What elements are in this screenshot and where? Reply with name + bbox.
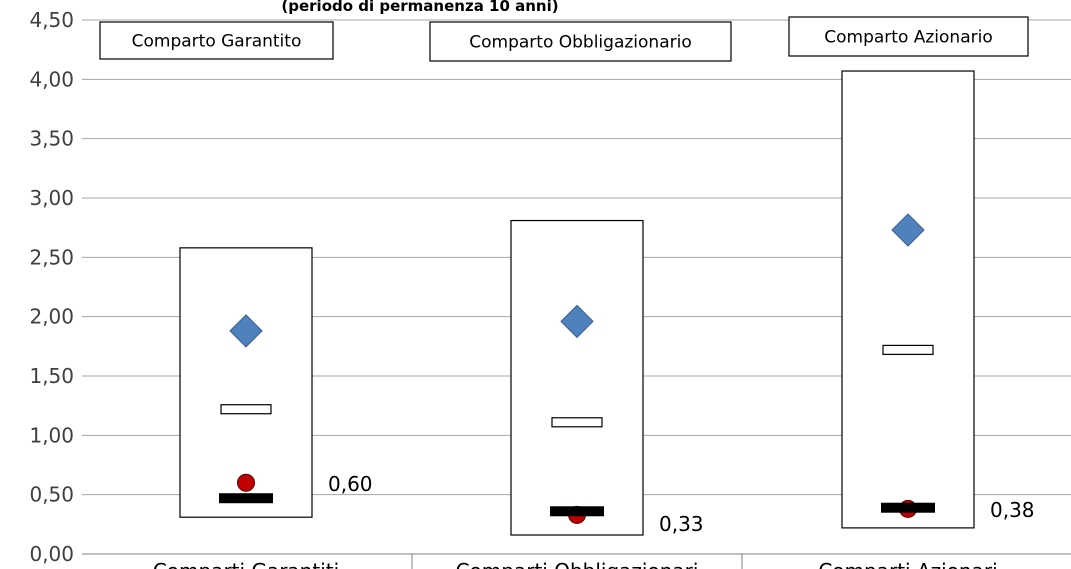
panel-title: Comparto Obbligazionario [469, 33, 691, 53]
diamond-marker [891, 213, 925, 247]
category-label: Comparti Azionari [818, 559, 997, 569]
series: 0,60 0,33 0,38 [179, 70, 1035, 536]
series-group: 0,60 [179, 247, 373, 518]
y-tick-label: 4,50 [29, 8, 74, 32]
y-tick-label: 2,00 [29, 305, 74, 329]
y-tick-label: 2,50 [29, 245, 74, 269]
series-group: 0,33 [510, 219, 704, 536]
range-box [179, 247, 313, 518]
panel-title-box [99, 21, 334, 60]
white-marker [551, 417, 603, 428]
diamond-marker [560, 304, 594, 339]
panel-title-box [429, 21, 732, 62]
y-tick-label: 0,50 [29, 483, 74, 507]
black-marker [881, 502, 935, 513]
y-tick-label: 3,00 [29, 186, 74, 210]
category-axis: Comparti Garantiti Comparti Obbligazionar… [153, 554, 998, 569]
category-label: Comparti Obbligazionari [456, 559, 699, 569]
panel-title: Comparto Azionario [824, 28, 992, 48]
y-tick-label: 4,00 [29, 67, 74, 91]
range-box [841, 70, 975, 529]
white-marker [220, 404, 272, 415]
panel-titles: Comparto Garantito Comparto Obbligazionar… [99, 16, 1029, 62]
data-label: 0,33 [659, 512, 704, 536]
white-marker [882, 344, 934, 355]
series-group: 0,38 [841, 70, 1035, 529]
y-tick-label: 1,50 [29, 364, 74, 388]
y-tick-label: 3,50 [29, 127, 74, 151]
panel-title: Comparto Garantito [132, 32, 302, 52]
panel-title-box [788, 16, 1029, 57]
y-tick-label: 0,00 [29, 542, 74, 566]
y-axis-ticks: 0,00 0,50 1,00 1,50 2,00 2,50 3,00 3,50 4,00 4,50 [29, 8, 74, 566]
data-label: 0,60 [328, 472, 373, 496]
black-marker [550, 506, 604, 517]
red-point [237, 473, 255, 492]
category-label: Comparti Garantiti [153, 559, 339, 569]
black-marker [219, 493, 273, 504]
chart-title: (periodo di permanenza 10 anni) [281, 0, 558, 15]
y-tick-label: 1,00 [29, 423, 74, 447]
diamond-marker [229, 314, 263, 348]
range-box [510, 219, 644, 536]
data-label: 0,38 [990, 498, 1035, 522]
